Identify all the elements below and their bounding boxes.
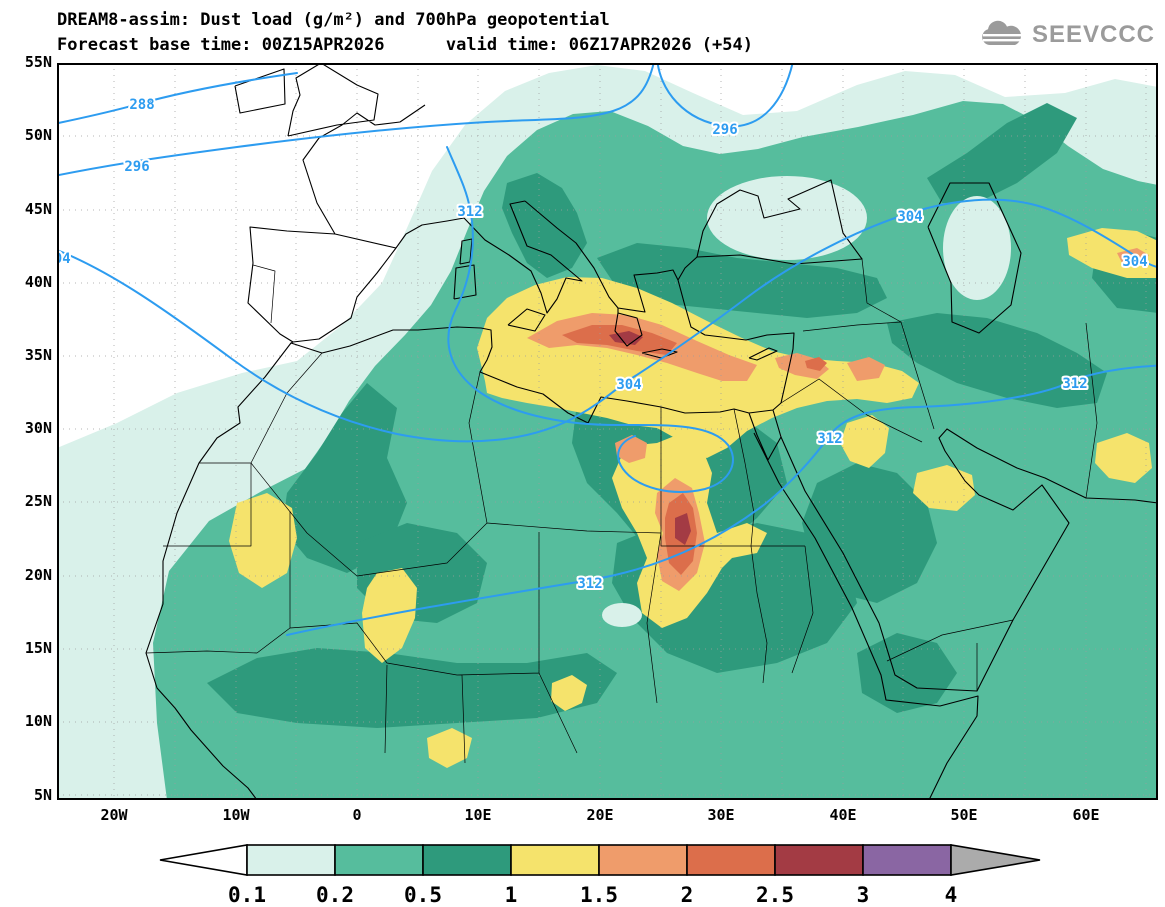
- lat-axis-label: 40N: [24, 273, 52, 291]
- contour-312-north: [446, 146, 734, 493]
- contour-304: [48, 198, 1165, 443]
- figure-title: DREAM8-assim: Dust load (g/m²) and 700hP…: [57, 10, 610, 30]
- logo-text: SEEVCCC: [1031, 21, 1155, 48]
- contour-296: [48, 56, 795, 178]
- legend-arrow-min: [159, 844, 248, 876]
- legend-segment: [686, 844, 776, 876]
- legend-tick-label: 4: [945, 883, 958, 907]
- legend-tick-label: 1.5: [580, 883, 618, 907]
- cloud-icon: [982, 20, 1023, 45]
- dust-fill-0p1-spots: [602, 176, 1011, 627]
- figure-subtitle: Forecast base time: 00Z15APR2026 valid t…: [57, 35, 753, 55]
- legend-segment: [246, 844, 336, 876]
- legend-segment: [598, 844, 688, 876]
- lon-axis-label: 50E: [950, 806, 978, 824]
- geopotential-contours: [48, 56, 1165, 636]
- lon-axis-label: 40E: [829, 806, 857, 824]
- lat-axis-label: 35N: [24, 346, 52, 364]
- lat-axis-label: 45N: [24, 200, 52, 218]
- legend-tick-label: 1: [505, 883, 518, 907]
- figure-title-block: DREAM8-assim: Dust load (g/m²) and 700hP…: [57, 8, 753, 58]
- geopotential-label: 312: [817, 431, 842, 447]
- lon-axis-label: 10E: [464, 806, 492, 824]
- lat-axis-label: 30N: [24, 419, 52, 437]
- legend-tick-label: 2.5: [756, 883, 794, 907]
- legend-arrow-max: [950, 844, 1041, 876]
- geopotential-label: 304: [897, 209, 922, 225]
- lat-axis-label: 55N: [24, 53, 52, 71]
- legend-segment: [774, 844, 864, 876]
- lon-axis-label: 0: [352, 806, 362, 824]
- legend-tick-label: 3: [857, 883, 870, 907]
- map-canvas: 288 296 296 312 304 304 304 304 312 312 …: [43, 56, 1165, 801]
- legend-segment: [422, 844, 512, 876]
- lon-axis-label: 30E: [707, 806, 735, 824]
- geopotential-label: 304: [616, 377, 641, 393]
- lat-axis-label: 20N: [24, 566, 52, 584]
- map-frame: [57, 63, 1158, 800]
- legend-tick-label: 0.2: [316, 883, 354, 907]
- legend-tick-label: 0.1: [228, 883, 266, 907]
- lat-axis-label: 15N: [24, 639, 52, 657]
- lon-axis-label: 10W: [222, 806, 250, 824]
- lon-axis-label: 20W: [100, 806, 128, 824]
- dust-fill-2p5: [609, 331, 691, 545]
- lat-axis-label: 50N: [24, 126, 52, 144]
- contour-312-south: [286, 364, 1165, 636]
- geopotential-label: 288: [129, 97, 154, 113]
- legend-colorbar: 0.1 0.2 0.5 1 1.5 2 2.5 3 4: [159, 844, 1041, 907]
- coastlines: [145, 62, 1159, 801]
- legend-segment: [510, 844, 600, 876]
- geopotential-label: 304: [57, 251, 71, 267]
- legend-segment: [334, 844, 424, 876]
- geopotential-label: 296: [712, 122, 737, 138]
- legend-tick-label: 0.5: [404, 883, 442, 907]
- seevccc-logo: SEEVCCC: [979, 20, 1155, 50]
- geopotential-label: 296: [124, 159, 149, 175]
- lon-axis-label: 60E: [1072, 806, 1100, 824]
- contour-288: [48, 72, 298, 126]
- lat-axis-label: 25N: [24, 492, 52, 510]
- legend-tick-label: 2: [681, 883, 694, 907]
- geopotential-label: 312: [577, 576, 602, 592]
- lon-axis-label: 20E: [586, 806, 614, 824]
- geopotential-label: 312: [457, 204, 482, 220]
- geopotential-label: 312: [1062, 376, 1087, 392]
- legend-segment: [862, 844, 952, 876]
- map-area: 288 296 296 312 304 304 304 304 312 312 …: [43, 56, 1165, 801]
- lat-axis-label: 10N: [24, 712, 52, 730]
- geopotential-label: 304: [1122, 254, 1147, 270]
- lat-axis-label: 5N: [33, 786, 52, 804]
